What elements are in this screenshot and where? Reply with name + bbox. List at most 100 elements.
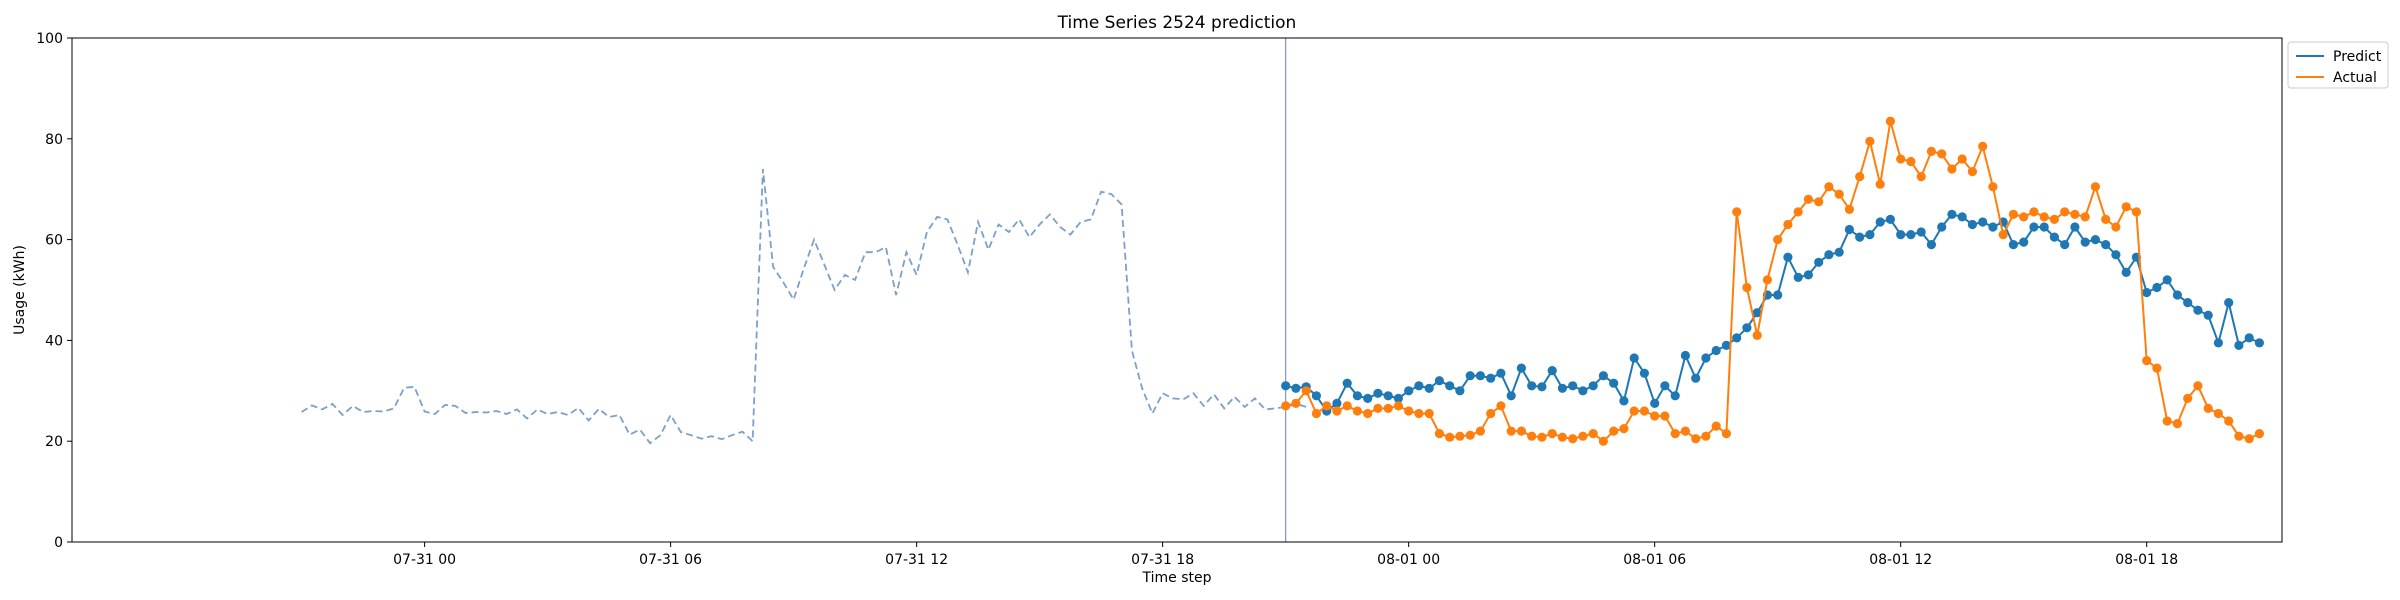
data-point-actual [1496,401,1506,411]
data-point-actual [2019,212,2029,222]
data-point-actual [1516,426,1526,436]
data-point-predict [1568,381,1578,391]
x-tick-label: 07-31 12 [885,552,948,568]
data-point-predict [1783,252,1793,262]
data-point-actual [2060,207,2070,217]
data-point-predict [2008,240,2018,250]
data-point-actual [1967,167,1977,177]
data-point-predict [2080,237,2090,247]
data-point-predict [1434,376,1444,386]
data-point-predict [1598,371,1608,381]
data-point-predict [1311,391,1321,401]
data-point-predict [1680,350,1690,361]
data-point-actual [1342,401,1352,411]
data-point-actual [1691,434,1701,444]
data-point-predict [1455,386,1465,396]
data-point-actual [1680,426,1690,436]
data-point-actual [1998,230,2008,240]
data-point-actual [2162,416,2172,426]
data-point-actual [1926,146,1936,156]
data-point-predict [1496,368,1506,378]
data-point-actual [1363,408,1373,419]
data-point-predict [2101,240,2111,250]
data-point-actual [1721,429,1731,439]
data-point-predict [1578,386,1588,396]
x-tick-label: 08-01 18 [2115,552,2178,568]
data-point-predict [1773,290,1783,300]
data-point-predict [1885,214,1895,224]
data-point-predict [2121,267,2131,277]
data-point-predict [1844,224,1854,235]
y-axis-label: Usage (kWh) [12,245,28,335]
data-point-actual [2254,429,2264,439]
data-point-predict [1475,371,1485,381]
data-point-predict [1557,383,1567,393]
data-point-predict [1588,381,1598,391]
data-point-predict [1742,323,1752,333]
data-point-actual [2244,434,2254,444]
data-point-actual [1455,431,1465,441]
data-point-actual [1445,432,1455,442]
data-point-predict [2183,298,2193,308]
data-point-predict [1619,396,1629,406]
data-point-predict [1967,219,1977,230]
data-point-predict [1855,232,1865,242]
data-point-predict [2234,340,2244,350]
data-point-predict [1865,230,1875,240]
data-point-actual [1281,401,1291,411]
data-point-actual [1814,197,1824,207]
x-tick-label: 08-01 00 [1377,552,1440,568]
data-point-actual [1916,172,1926,182]
data-point-predict [1404,386,1414,396]
data-point-predict [1342,378,1352,388]
data-point-actual [2121,202,2131,212]
data-point-actual [1609,426,1619,436]
data-point-actual [1875,179,1885,189]
y-tick-label: 100 [36,31,63,47]
data-point-actual [1486,408,1496,419]
data-point-predict [1414,381,1424,391]
y-tick-label: 0 [54,535,63,551]
data-point-actual [1855,172,1865,182]
data-point-predict [1650,398,1660,408]
data-point-predict [1373,388,1383,398]
data-point-predict [1947,209,1957,219]
data-point-actual [1793,207,1803,217]
data-point-predict [1906,230,1916,240]
data-point-predict [2039,222,2049,232]
data-point-predict [1352,391,1362,401]
data-point-predict [2172,290,2182,300]
data-point-actual [1393,401,1403,411]
data-point-actual [1568,434,1578,444]
data-point-actual [1598,436,1608,446]
data-point-actual [1711,421,1721,431]
data-point-predict [1516,363,1526,373]
data-point-actual [2142,356,2152,366]
history-line [301,168,1307,445]
data-point-actual [1475,426,1485,436]
data-point-actual [1414,408,1424,419]
y-tick-label: 40 [45,333,63,349]
data-point-actual [2029,207,2039,217]
x-tick-label: 07-31 00 [393,552,456,568]
data-point-actual [2234,431,2244,441]
data-point-actual [1988,182,1998,192]
data-point-actual [2090,182,2100,192]
data-point-predict [1660,381,1670,391]
data-point-predict [1793,272,1803,282]
data-point-predict [1916,227,1926,237]
data-point-predict [2029,222,2039,232]
data-point-actual [1978,141,1988,151]
data-point-predict [1711,345,1721,356]
data-point-actual [2193,381,2203,391]
data-point-actual [2213,408,2223,419]
data-point-actual [1629,406,1639,416]
data-point-actual [2224,416,2234,426]
data-point-actual [1557,432,1567,442]
data-point-predict [1332,398,1342,408]
data-point-actual [1660,411,1670,421]
data-point-predict [1291,383,1301,393]
data-point-predict [1957,212,1967,222]
